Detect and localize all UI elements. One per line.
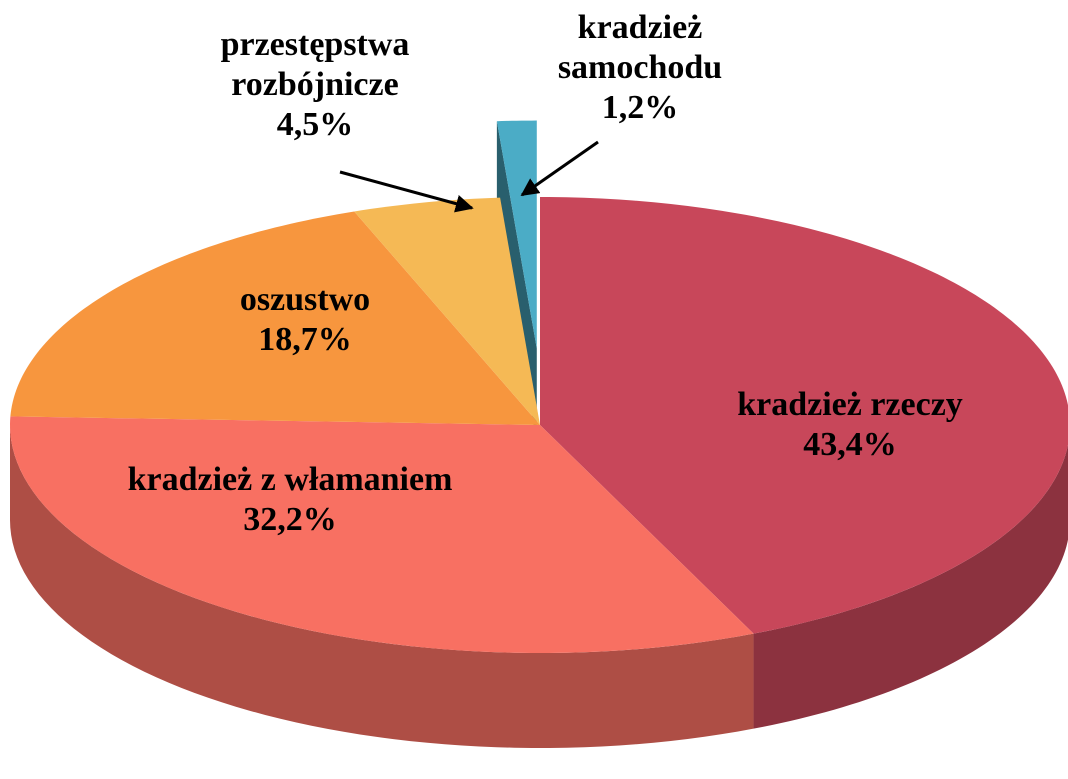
slice-label: kradzież z włamaniem 32,2% bbox=[80, 460, 500, 540]
slice-side bbox=[753, 444, 1068, 729]
value-label: 1,2% bbox=[601, 89, 679, 126]
value-label: 43,4% bbox=[803, 426, 897, 463]
slice-label: kradzież samochodu 1,2% bbox=[555, 8, 725, 128]
slice bbox=[10, 211, 540, 425]
category-label: oszustwo bbox=[239, 281, 371, 318]
value-label: 18,7% bbox=[258, 321, 352, 358]
slice bbox=[540, 197, 1068, 634]
slice-label: kradzież rzeczy 43,4% bbox=[690, 385, 1010, 465]
slice bbox=[496, 120, 537, 349]
category-label: kradzież samochodu bbox=[557, 9, 723, 86]
slice-label: oszustwo 18,7% bbox=[175, 280, 435, 360]
category-label: przestępstwa rozbójnicze bbox=[220, 26, 410, 103]
value-label: 4,5% bbox=[276, 106, 354, 143]
slice-label: przestępstwa rozbójnicze 4,5% bbox=[190, 25, 440, 145]
slice bbox=[354, 197, 540, 425]
slice-side bbox=[10, 425, 754, 748]
value-label: 32,2% bbox=[243, 501, 337, 538]
category-label: kradzież z włamaniem bbox=[127, 461, 453, 498]
arrow bbox=[520, 140, 599, 197]
arrow bbox=[339, 170, 474, 213]
category-label: kradzież rzeczy bbox=[737, 386, 963, 423]
slices bbox=[10, 120, 1068, 748]
slice bbox=[10, 416, 754, 653]
